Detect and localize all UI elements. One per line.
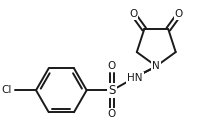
- Text: N: N: [152, 61, 159, 71]
- Text: N: N: [152, 61, 159, 71]
- Text: O: O: [129, 10, 137, 19]
- Text: HN: HN: [126, 73, 142, 83]
- Text: O: O: [107, 61, 116, 71]
- Text: S: S: [108, 84, 115, 97]
- Text: O: O: [174, 10, 182, 19]
- Text: O: O: [107, 109, 116, 119]
- Text: Cl: Cl: [2, 85, 12, 95]
